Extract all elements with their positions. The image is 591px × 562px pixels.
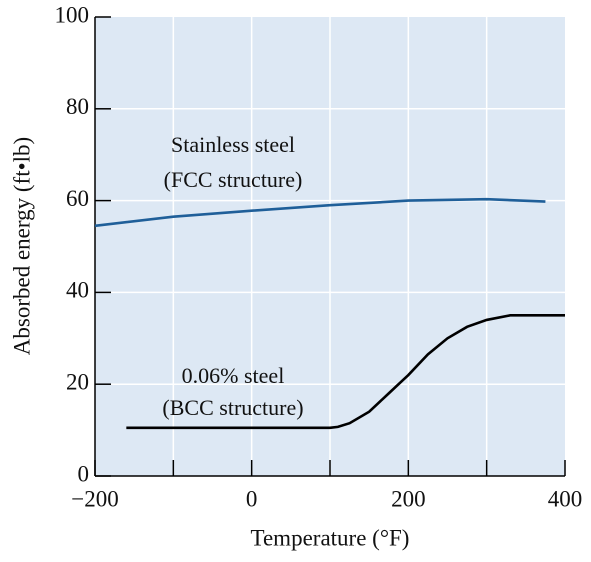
annotation: (FCC structure) bbox=[164, 167, 303, 192]
y-tick-label: 20 bbox=[66, 369, 89, 394]
y-tick-label: 0 bbox=[78, 461, 90, 486]
x-tick-label: 200 bbox=[391, 486, 426, 511]
y-axis-label: Absorbed energy (ft•lb) bbox=[9, 137, 34, 355]
y-tick-label: 80 bbox=[66, 94, 89, 119]
y-tick-label: 100 bbox=[55, 2, 90, 27]
line-series bbox=[126, 314, 565, 430]
annotation: (BCC structure) bbox=[162, 395, 303, 420]
x-axis-label: Temperature (°F) bbox=[251, 525, 410, 550]
x-tick-label: 400 bbox=[548, 486, 583, 511]
y-tick-label: 60 bbox=[66, 186, 89, 211]
annotation: Stainless steel bbox=[171, 132, 295, 157]
annotation: 0.06% steel bbox=[182, 363, 285, 388]
line-series bbox=[94, 197, 546, 228]
x-tick-label: 0 bbox=[246, 486, 258, 511]
y-tick-label: 40 bbox=[66, 278, 89, 303]
x-tick-label: −200 bbox=[71, 486, 118, 511]
